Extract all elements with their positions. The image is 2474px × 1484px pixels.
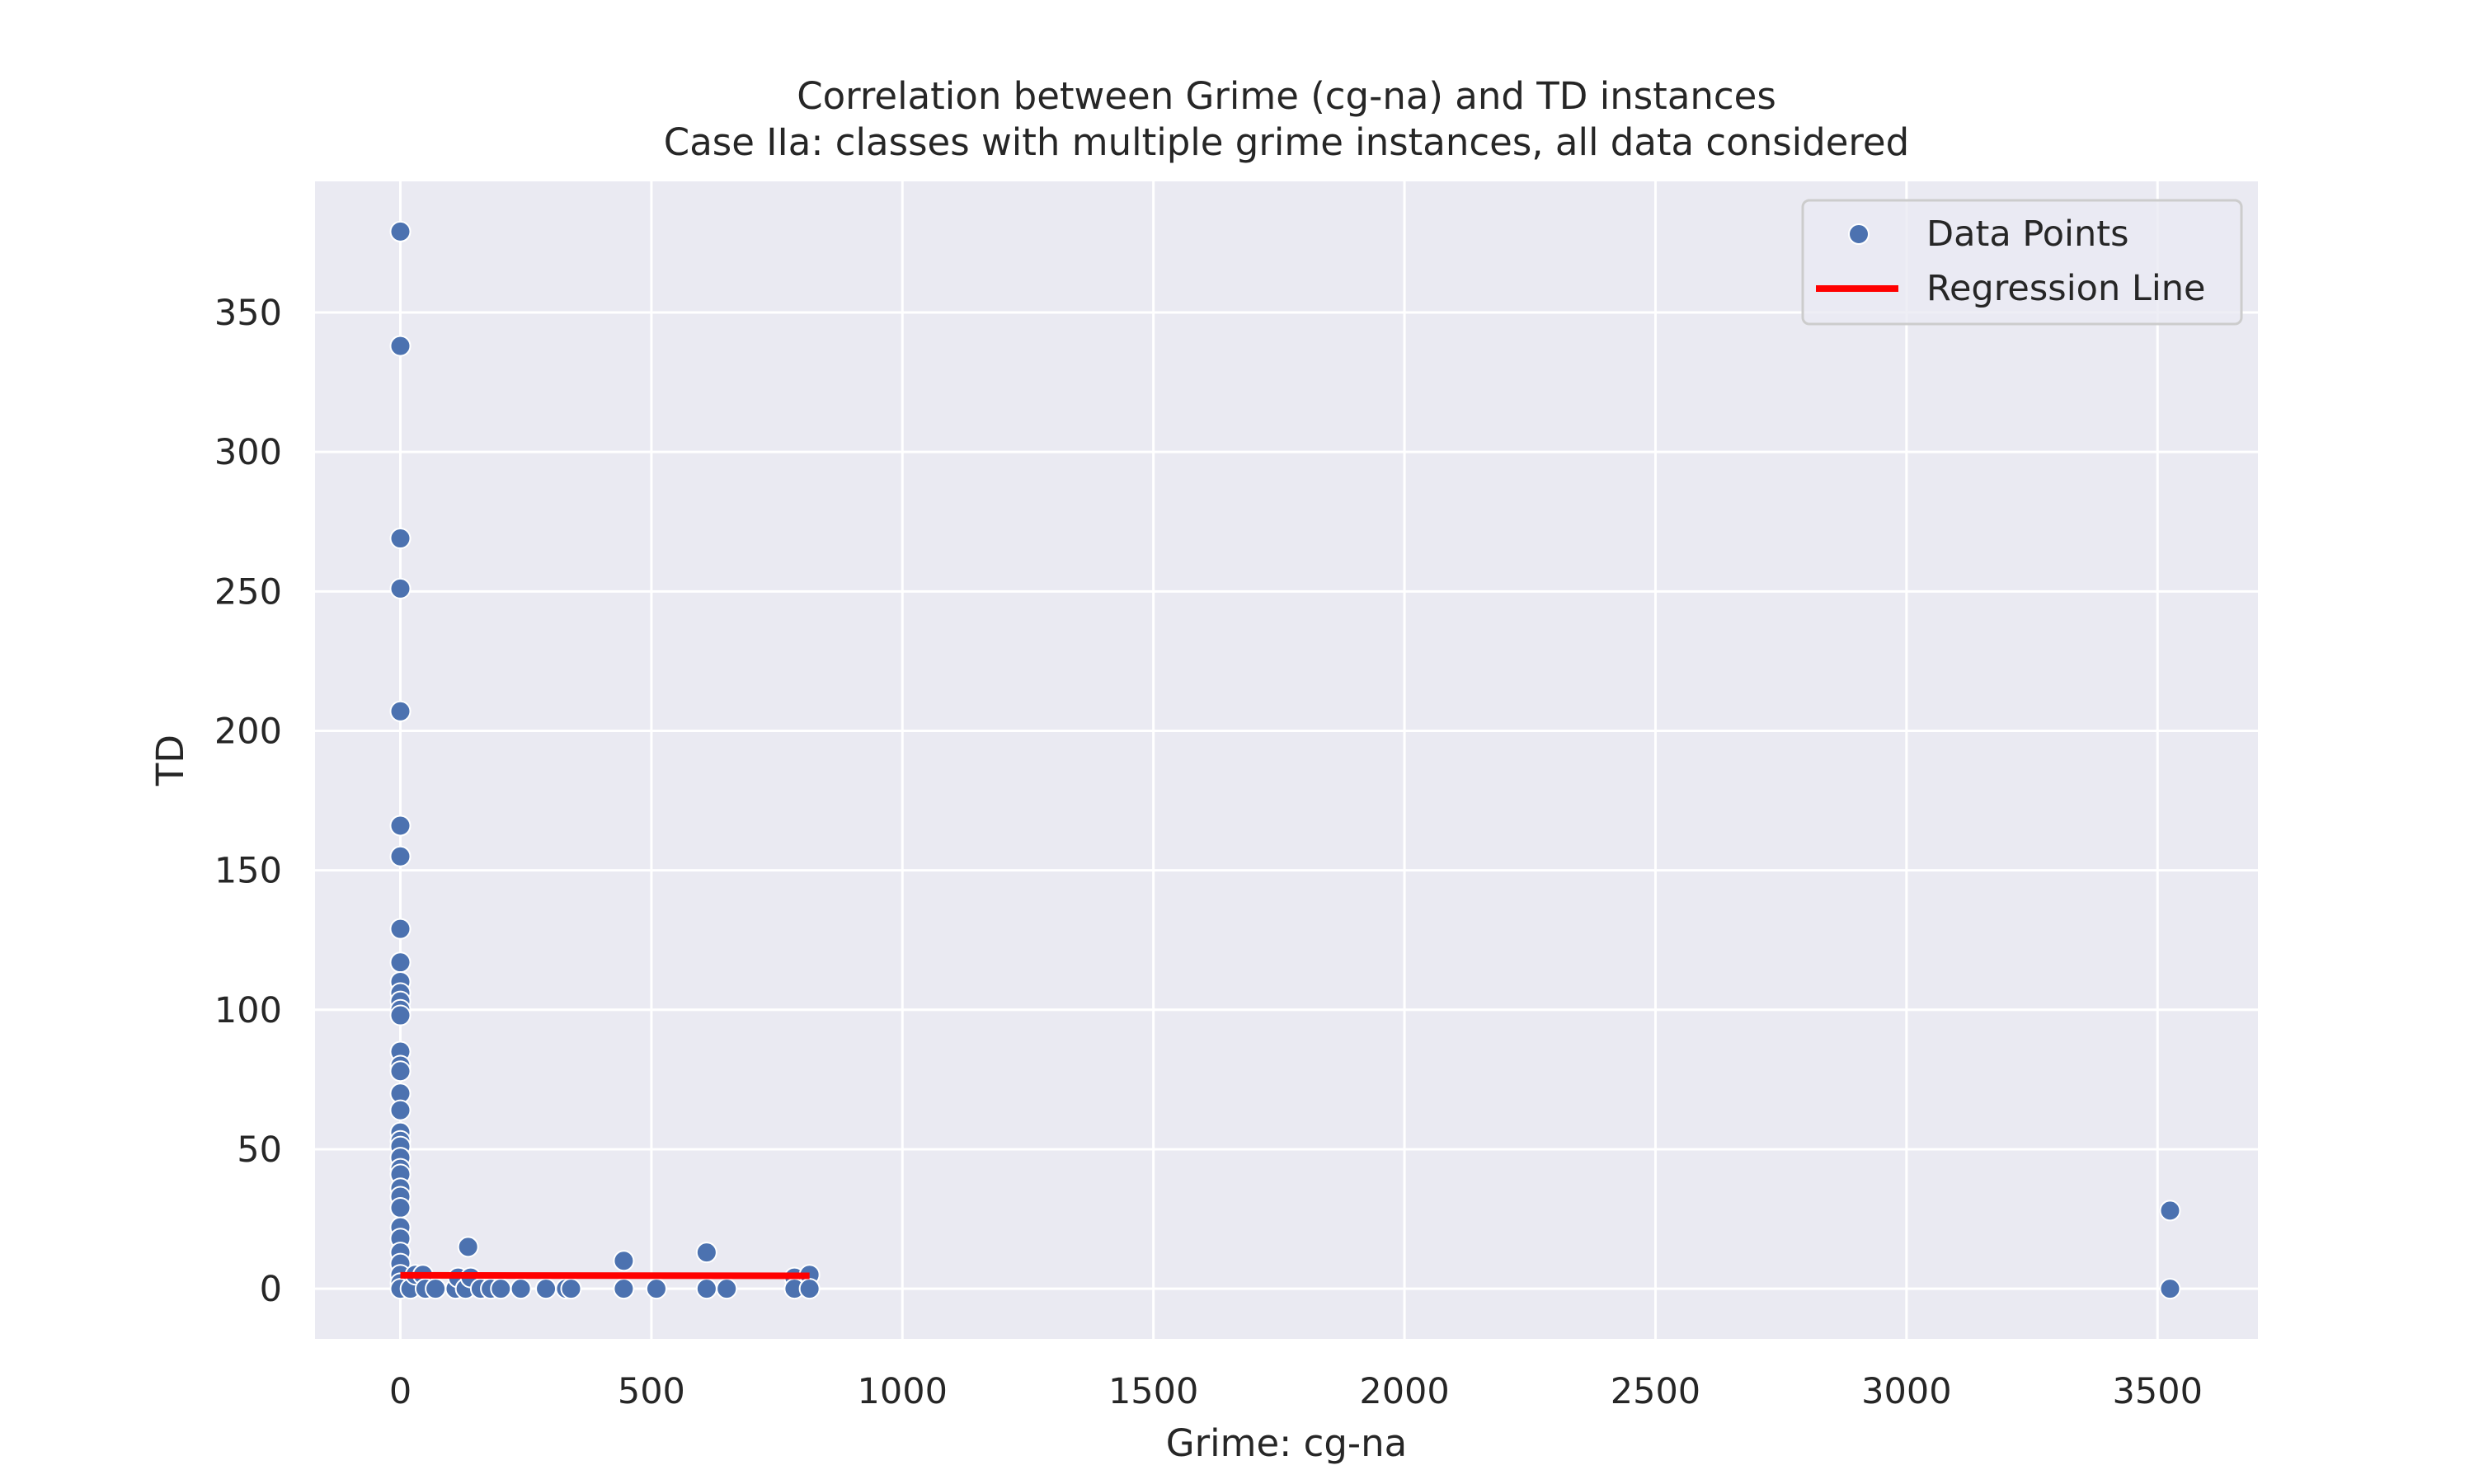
y-tick-label: 350: [214, 293, 282, 334]
y-tick-label: 100: [214, 990, 282, 1031]
x-tick-label: 1500: [1108, 1371, 1198, 1412]
x-tick-label: 500: [618, 1371, 685, 1412]
x-tick-label: 1000: [858, 1371, 948, 1412]
chart-subtitle: Case IIa: classes with multiple grime in…: [664, 120, 1909, 164]
data-point: [389, 220, 412, 242]
y-tick-label: 250: [214, 571, 282, 613]
data-point: [457, 1236, 479, 1258]
grid-lines: [315, 181, 2258, 1339]
data-point: [798, 1278, 821, 1300]
data-point: [613, 1250, 635, 1272]
legend-box: [1801, 199, 2243, 326]
x-tick-label: 2500: [1611, 1371, 1700, 1412]
data-point: [389, 1060, 412, 1082]
data-point: [389, 951, 412, 974]
data-point: [389, 815, 412, 837]
y-tick-label: 0: [260, 1269, 282, 1310]
data-point: [389, 335, 412, 357]
data-point: [716, 1278, 738, 1300]
tick-labels: 0 500 1000 1500 2000 2500 3000 3500 0 50 100 150 200…: [214, 293, 2203, 1412]
y-tick-label: 150: [214, 851, 282, 892]
series-layer: [389, 220, 2181, 1300]
data-point: [535, 1278, 557, 1300]
data-point: [389, 528, 412, 550]
data-point: [425, 1278, 447, 1300]
y-tick-label: 50: [237, 1129, 282, 1171]
data-point: [695, 1278, 717, 1300]
x-tick-label: 2000: [1359, 1371, 1449, 1412]
data-point: [389, 1004, 412, 1026]
y-tick-label: 200: [214, 711, 282, 752]
data-point: [695, 1242, 717, 1264]
x-axis-label: Grime: cg-na: [1166, 1421, 1408, 1465]
regression-line: [400, 1271, 810, 1280]
y-axis-label: TD: [148, 735, 192, 787]
y-tick-label: 300: [214, 432, 282, 473]
x-tick-label: 3000: [1861, 1371, 1951, 1412]
data-point: [560, 1278, 582, 1300]
data-point: [389, 700, 412, 722]
plot-area: [315, 181, 2258, 1339]
legend-label-regression-line: Regression Line: [1926, 268, 2205, 309]
data-point: [389, 918, 412, 940]
x-tick-label: 0: [389, 1371, 412, 1412]
data-point: [645, 1278, 667, 1300]
legend-label-data-points: Data Points: [1926, 214, 2129, 255]
legend-marker-data-points: [1848, 223, 1870, 245]
data-point: [2159, 1200, 2181, 1222]
data-point: [389, 577, 412, 599]
data-point: [613, 1278, 635, 1300]
data-point: [389, 1099, 412, 1121]
data-point: [389, 1196, 412, 1219]
legend: Data Points Regression Line: [1801, 199, 2243, 326]
data-point: [510, 1278, 532, 1300]
data-point: [490, 1278, 512, 1300]
chart-title: Correlation between Grime (cg-na) and TD…: [797, 74, 1776, 118]
x-tick-label: 3500: [2113, 1371, 2203, 1412]
data-point: [389, 845, 412, 867]
data-point: [2159, 1278, 2181, 1300]
